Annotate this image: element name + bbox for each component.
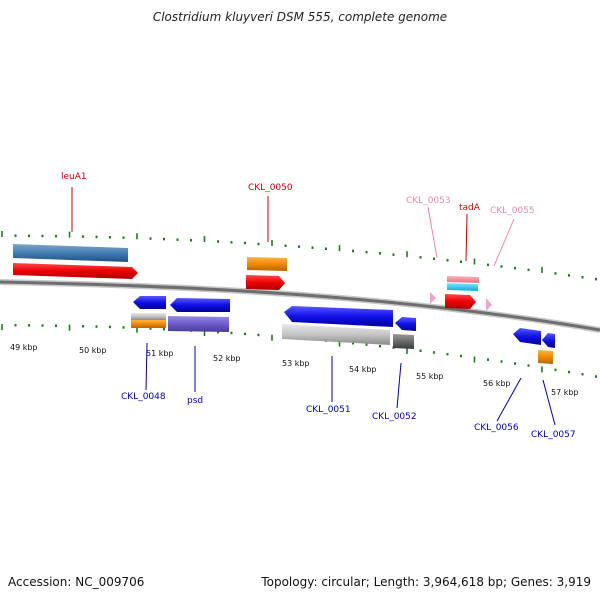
reverse-labels: CKL_0048 psd CKL_0051 CKL_0052 CKL_0056 … — [121, 342, 576, 440]
gene-label-CKL_0056: CKL_0056 — [474, 423, 519, 433]
gene-label-CKL_0057: CKL_0057 — [531, 430, 576, 440]
gene-tadA-feature-bar-top — [447, 276, 479, 283]
gene-CKL_0048[interactable] — [131, 296, 166, 328]
length-label: ; Length: — [365, 575, 423, 589]
accession-info: Accession: NC_009706 — [8, 575, 144, 589]
gene-CKL_0051-feature-bar — [282, 324, 390, 345]
kbp-label: 57 kbp — [551, 388, 579, 397]
gene-CKL_0056-arrow — [513, 328, 541, 345]
gene-label-CKL_0053: CKL_0053 — [406, 196, 451, 206]
gene-tadA-feature-bar-bottom — [447, 283, 478, 291]
gene-CKL_0053-pseudo-arrow[interactable] — [430, 292, 436, 304]
genes-value: 3,919 — [556, 575, 591, 589]
accession-label: Accession: — [8, 575, 76, 589]
genome-backbone-core — [0, 280, 600, 332]
leader-line — [396, 362, 402, 409]
kbp-labels: 49 kbp 50 kbp 51 kbp 52 kbp 53 kbp 54 kb… — [10, 343, 579, 397]
forward-labels: leuA1 CKL_0050 CKL_0053 tadA CKL_0055 — [61, 172, 535, 267]
accession-value: NC_009706 — [75, 575, 145, 589]
leader-line — [145, 342, 148, 391]
gene-CKL_0052-feature-bar — [393, 334, 414, 349]
gene-psd-feature-bar — [168, 316, 229, 332]
gene-CKL_0057[interactable] — [538, 333, 555, 364]
gene-label-leuA1: leuA1 — [61, 172, 87, 182]
length-value: 3,964,618 bp — [422, 575, 503, 589]
kbp-label: 52 kbp — [213, 354, 241, 363]
leader-line — [493, 218, 515, 267]
kbp-label: 54 kbp — [349, 365, 377, 374]
genes-label: ; Genes: — [503, 575, 557, 589]
gene-label-CKL_0052: CKL_0052 — [372, 412, 417, 422]
gene-CKL_0050-arrow — [246, 275, 285, 290]
page-title: Clostridium kluyveri DSM 555, complete g… — [152, 10, 448, 24]
gene-CKL_0048-feature-bar-bottom — [131, 320, 166, 328]
kbp-label: 50 kbp — [79, 346, 107, 355]
gene-CKL_0048-arrow — [133, 296, 166, 309]
gene-label-tadA: tadA — [459, 203, 481, 213]
genome-backbone — [0, 279, 600, 333]
gene-label-CKL_0048: CKL_0048 — [121, 392, 166, 402]
kbp-label: 53 kbp — [282, 359, 310, 368]
gene-CKL_0057-arrow — [542, 333, 555, 348]
leader-line — [465, 213, 468, 262]
gene-CKL_0048-feature-bar-top — [131, 313, 166, 320]
gene-CKL_0057-feature-bar — [538, 350, 553, 364]
genome-stats: Topology: circular; Length: 3,964,618 bp… — [261, 575, 591, 589]
gene-leuA1[interactable] — [13, 244, 138, 279]
kbp-label: 51 kbp — [146, 349, 174, 358]
kbp-label: 56 kbp — [483, 379, 511, 388]
upper-tick-track — [1, 231, 597, 281]
gene-leuA1-arrow — [13, 263, 138, 279]
gene-label-psd: psd — [187, 396, 203, 406]
kbp-label: 49 kbp — [10, 343, 38, 352]
gene-CKL_0052-arrow — [395, 317, 416, 331]
gene-tadA-arrow — [445, 294, 476, 309]
gene-CKL_0051-arrow — [284, 306, 393, 327]
topology-value: circular — [321, 575, 366, 589]
gene-CKL_0051[interactable] — [282, 306, 393, 345]
topology-label: Topology: — [261, 575, 322, 589]
leader-line — [427, 206, 438, 259]
gene-CKL_0055-pseudo-arrow[interactable] — [486, 298, 492, 311]
leader-line — [496, 377, 522, 422]
gene-CKL_0052[interactable] — [393, 317, 416, 349]
gene-label-CKL_0050: CKL_0050 — [248, 183, 293, 193]
gene-CKL_0050[interactable] — [246, 257, 287, 290]
gene-psd[interactable] — [168, 298, 230, 332]
gene-leuA1-feature-bar — [13, 244, 128, 262]
gene-label-CKL_0055: CKL_0055 — [490, 206, 535, 216]
gene-psd-arrow — [170, 298, 230, 312]
gene-CKL_0056[interactable] — [513, 328, 541, 345]
gene-label-CKL_0051: CKL_0051 — [306, 405, 351, 415]
leader-line — [542, 379, 556, 426]
gene-CKL_0050-feature-bar — [247, 257, 287, 271]
kbp-label: 55 kbp — [416, 372, 444, 381]
gene-tadA[interactable] — [445, 276, 479, 309]
